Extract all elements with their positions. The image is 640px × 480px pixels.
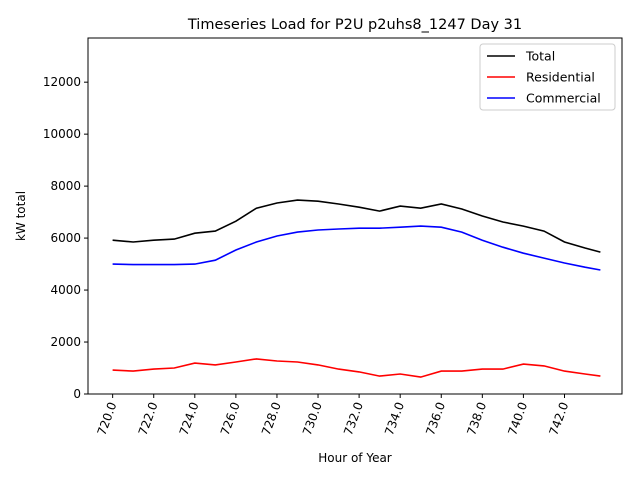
y-tick-label: 4000 xyxy=(50,283,81,297)
x-tick-label: 742.0 xyxy=(546,400,571,437)
series-line-commercial xyxy=(112,225,601,271)
chart-title: Timeseries Load for P2U p2uhs8_1247 Day … xyxy=(187,17,522,33)
x-tick-label: 740.0 xyxy=(505,400,530,437)
legend-label-commercial: Commercial xyxy=(526,91,601,106)
x-tick-label: 726.0 xyxy=(218,400,243,437)
legend-label-total: Total xyxy=(525,49,555,64)
y-tick-label: 0 xyxy=(73,387,81,401)
y-tick-label: 8000 xyxy=(50,179,81,193)
x-tick-label: 720.0 xyxy=(95,400,120,437)
legend: Total Residential Commercial xyxy=(479,43,616,111)
x-tick-label: 728.0 xyxy=(259,400,284,437)
x-tick-label: 734.0 xyxy=(382,400,407,437)
axes-frame xyxy=(87,37,623,395)
x-tick-label: 724.0 xyxy=(177,400,202,437)
x-tick-label: 722.0 xyxy=(136,400,161,437)
plot-area xyxy=(112,199,601,378)
y-tick-label: 6000 xyxy=(50,231,81,245)
y-tick-label: 10000 xyxy=(43,127,81,141)
legend-label-residential: Residential xyxy=(526,70,595,85)
x-tick-label: 738.0 xyxy=(464,400,489,437)
y-axis-label: kW total xyxy=(14,191,28,241)
y-tick-label: 12000 xyxy=(43,75,81,89)
y-tick-label: 2000 xyxy=(50,335,81,349)
series-line-total xyxy=(112,199,601,253)
x-tick-label: 732.0 xyxy=(341,400,366,437)
x-axis-label: Hour of Year xyxy=(318,451,392,465)
x-tick-label: 730.0 xyxy=(300,400,325,437)
series-line-residential xyxy=(112,358,601,378)
x-tick-label: 736.0 xyxy=(423,400,448,437)
